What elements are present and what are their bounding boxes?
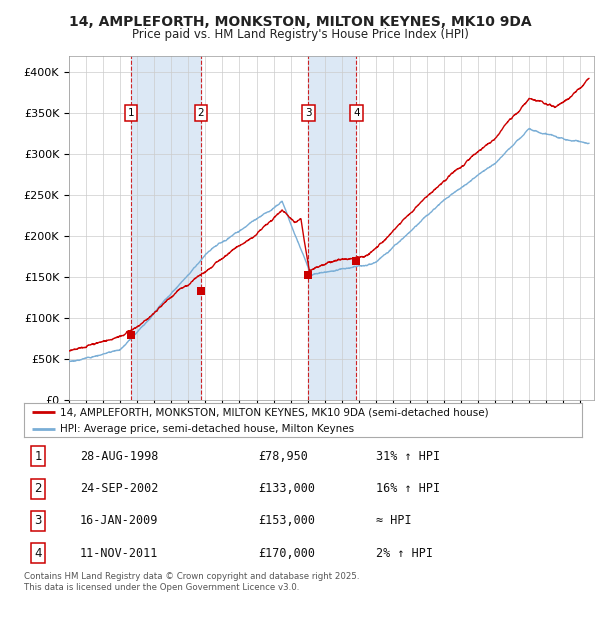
Text: HPI: Average price, semi-detached house, Milton Keynes: HPI: Average price, semi-detached house,… <box>60 423 355 433</box>
Text: 16-JAN-2009: 16-JAN-2009 <box>80 515 158 527</box>
Text: £153,000: £153,000 <box>259 515 316 527</box>
Text: £133,000: £133,000 <box>259 482 316 495</box>
Text: 1: 1 <box>34 450 42 463</box>
Text: ≈ HPI: ≈ HPI <box>376 515 411 527</box>
Text: 14, AMPLEFORTH, MONKSTON, MILTON KEYNES, MK10 9DA (semi-detached house): 14, AMPLEFORTH, MONKSTON, MILTON KEYNES,… <box>60 407 489 417</box>
Text: 24-SEP-2002: 24-SEP-2002 <box>80 482 158 495</box>
Text: 3: 3 <box>34 515 41 527</box>
Text: 1: 1 <box>128 108 134 118</box>
Text: 4: 4 <box>34 547 42 559</box>
Text: 14, AMPLEFORTH, MONKSTON, MILTON KEYNES, MK10 9DA: 14, AMPLEFORTH, MONKSTON, MILTON KEYNES,… <box>68 16 532 30</box>
Text: £170,000: £170,000 <box>259 547 316 559</box>
Text: 16% ↑ HPI: 16% ↑ HPI <box>376 482 440 495</box>
Text: 2% ↑ HPI: 2% ↑ HPI <box>376 547 433 559</box>
Text: 3: 3 <box>305 108 311 118</box>
Text: £78,950: £78,950 <box>259 450 308 463</box>
Text: 11-NOV-2011: 11-NOV-2011 <box>80 547 158 559</box>
Text: 2: 2 <box>197 108 204 118</box>
Text: Contains HM Land Registry data © Crown copyright and database right 2025.
This d: Contains HM Land Registry data © Crown c… <box>24 572 359 591</box>
Bar <box>308 56 356 400</box>
Text: 2: 2 <box>34 482 42 495</box>
Text: 28-AUG-1998: 28-AUG-1998 <box>80 450 158 463</box>
Text: Price paid vs. HM Land Registry's House Price Index (HPI): Price paid vs. HM Land Registry's House … <box>131 28 469 41</box>
Bar <box>131 56 201 400</box>
Text: 31% ↑ HPI: 31% ↑ HPI <box>376 450 440 463</box>
Text: 4: 4 <box>353 108 359 118</box>
